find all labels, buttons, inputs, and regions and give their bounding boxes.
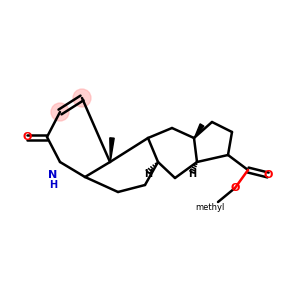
- Text: H: H: [49, 180, 57, 190]
- Circle shape: [51, 103, 69, 121]
- Text: O: O: [230, 183, 240, 193]
- Text: methyl: methyl: [195, 203, 225, 212]
- Text: N: N: [48, 170, 58, 180]
- Circle shape: [73, 89, 91, 107]
- Text: O: O: [22, 132, 32, 142]
- Text: H: H: [144, 169, 152, 179]
- Text: H: H: [188, 169, 196, 179]
- Polygon shape: [110, 138, 114, 162]
- Text: O: O: [263, 170, 273, 180]
- Polygon shape: [194, 124, 204, 138]
